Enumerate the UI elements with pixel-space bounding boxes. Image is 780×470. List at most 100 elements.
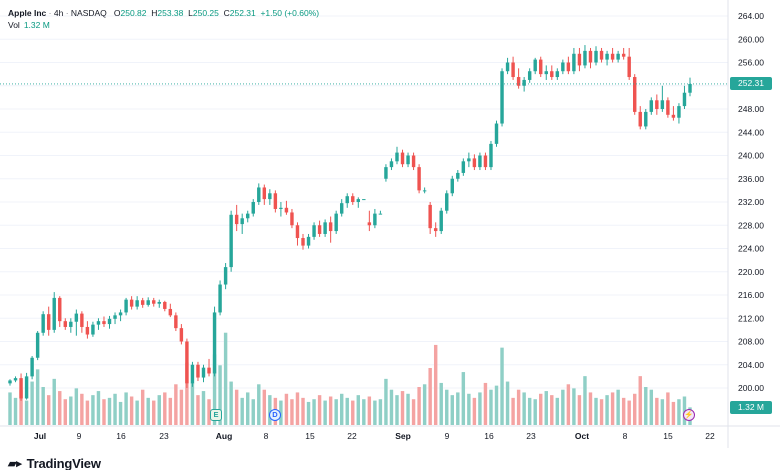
candle-body xyxy=(69,321,73,327)
volume-bar xyxy=(616,389,620,425)
open-value: 250.82 xyxy=(120,8,147,18)
volume-bar xyxy=(677,399,681,425)
candle-body xyxy=(251,202,255,214)
volume-bar xyxy=(312,399,316,425)
candle-body xyxy=(638,111,642,127)
candle-body xyxy=(677,106,681,118)
volume-bar xyxy=(163,392,167,425)
candle-body xyxy=(295,225,300,239)
candle-body xyxy=(179,328,184,342)
time-tick-label: Sep xyxy=(395,431,411,441)
candle-body xyxy=(74,313,79,322)
volume-bar xyxy=(522,392,526,425)
price-axis[interactable]: 200.00 204.00 208.00 212.00 216.00 220.00 224.… xyxy=(738,11,764,393)
volume-bar xyxy=(157,395,161,425)
volume-bar xyxy=(35,369,40,425)
candle-body xyxy=(118,312,123,316)
price-tick-label: 236.00 xyxy=(738,174,764,184)
volume-bar xyxy=(561,389,565,425)
candle-body xyxy=(218,284,222,313)
candle-body xyxy=(279,207,283,209)
price-tick-label: 216.00 xyxy=(738,290,764,300)
candle-body xyxy=(655,100,659,109)
volume-bar xyxy=(610,392,615,425)
volume-bar xyxy=(251,399,255,425)
volume-bar xyxy=(467,393,471,425)
volume-legend: Vol 1.32 M xyxy=(8,19,50,31)
volume-bar xyxy=(500,347,504,425)
candle-body xyxy=(433,228,438,232)
volume-bar xyxy=(124,392,128,425)
volume-bar xyxy=(384,378,388,425)
volume-bar xyxy=(240,397,244,425)
high-label: H xyxy=(151,8,158,18)
candle-body xyxy=(35,332,40,358)
volume-bar xyxy=(19,389,23,425)
volume-bar xyxy=(13,397,18,425)
volume-bar xyxy=(583,376,587,425)
volume-bar xyxy=(185,362,189,425)
volume-bar xyxy=(284,393,289,425)
volume-bar xyxy=(152,400,156,425)
open-label: O xyxy=(113,8,121,18)
price-tick-label: 256.00 xyxy=(738,58,764,68)
close-value: 252.31 xyxy=(229,8,256,18)
candle-body xyxy=(80,313,84,327)
volume-bar xyxy=(478,392,482,425)
high-value: 253.38 xyxy=(157,8,184,18)
volume-bar xyxy=(351,400,355,425)
volume-bar xyxy=(555,397,560,425)
volume-label[interactable]: Vol xyxy=(8,20,20,30)
candle-body xyxy=(511,62,515,78)
candle-body xyxy=(539,59,543,75)
volume-bar xyxy=(328,396,333,425)
time-tick-label: Aug xyxy=(216,431,233,441)
price-tick-label: 220.00 xyxy=(738,267,764,277)
volume-bar xyxy=(85,400,90,425)
tradingview-logo[interactable]: ▰▸ TradingView xyxy=(8,456,101,470)
volume-bar xyxy=(649,389,654,425)
plot-area[interactable] xyxy=(0,0,728,448)
candle-body xyxy=(395,152,399,162)
low-label: L xyxy=(188,8,193,18)
time-tick-label: 22 xyxy=(347,431,357,441)
earnings-icon[interactable]: E xyxy=(210,409,222,421)
candle-body xyxy=(196,364,200,378)
volume-bar xyxy=(472,397,477,425)
volume-bar xyxy=(129,396,134,425)
split-icon[interactable]: ⚡ xyxy=(683,409,695,421)
volume-bar xyxy=(295,392,300,425)
candle-body xyxy=(46,314,51,330)
candle-body xyxy=(234,214,239,225)
price-tick-label: 244.00 xyxy=(738,127,764,137)
volume-bar xyxy=(246,392,250,425)
volume-bars xyxy=(8,332,692,425)
candle-body xyxy=(246,213,250,219)
symbol-name[interactable]: Apple Inc xyxy=(8,8,47,18)
volume-bar xyxy=(638,376,642,425)
interval[interactable]: 4h xyxy=(53,8,64,18)
volume-tag: 1.32 M xyxy=(730,401,772,414)
volume-bar xyxy=(229,381,233,425)
candle-body xyxy=(428,204,432,229)
time-tick-label: 16 xyxy=(484,431,494,441)
volume-bar xyxy=(577,395,582,425)
volume-bar xyxy=(41,387,45,425)
time-axis[interactable]: Jul 9 16 23 Aug 8 15 22 Sep 9 16 23 Oct 8 15 22 xyxy=(34,431,715,441)
volume-bar xyxy=(306,401,311,425)
candle-body xyxy=(345,196,349,204)
volume-bar xyxy=(511,397,515,425)
candle-body xyxy=(273,193,278,209)
candle-body xyxy=(478,155,482,168)
volume-bar xyxy=(400,391,405,425)
candle-body xyxy=(334,213,338,232)
price-tick-label: 260.00 xyxy=(738,34,764,44)
candle-body xyxy=(577,53,582,66)
candle-body xyxy=(572,53,576,72)
candle-body xyxy=(550,71,554,78)
dividend-icon[interactable]: D xyxy=(269,409,281,421)
candle-body xyxy=(544,71,548,75)
candle-body xyxy=(566,62,571,72)
volume-bar xyxy=(63,399,67,425)
